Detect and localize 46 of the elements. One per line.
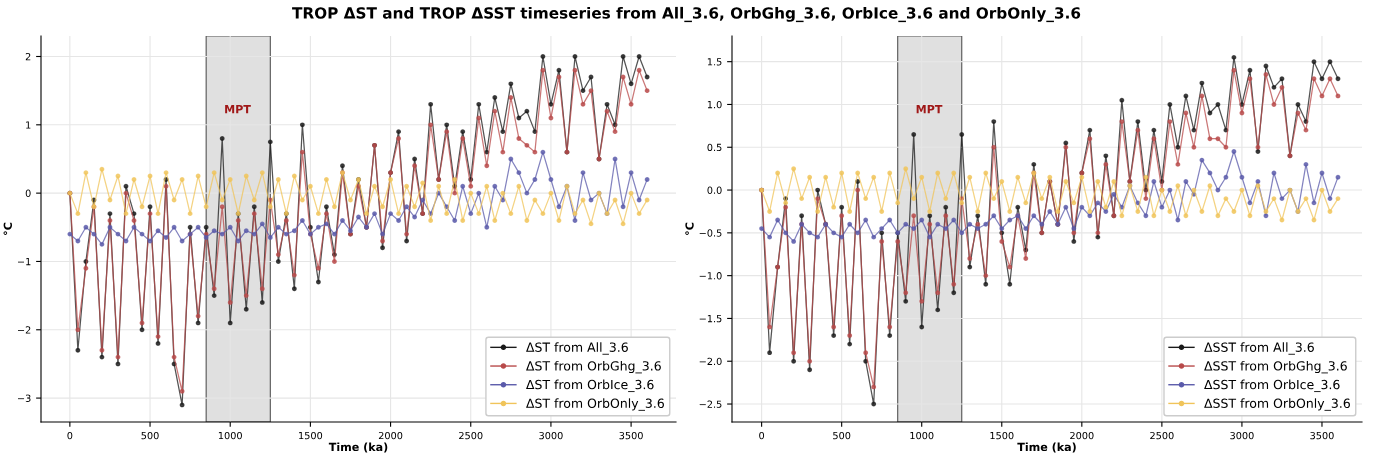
legend-label: ΔSST from OrbIce_3.6 <box>1204 379 1340 393</box>
y-tick-label: 0 <box>25 189 31 197</box>
legend-label: ΔSST from All_3.6 <box>1204 342 1314 355</box>
x-tick-label: 1500 <box>299 431 323 440</box>
x-tick-label: 0 <box>67 431 73 440</box>
x-tick-label: 2500 <box>459 431 483 440</box>
x-tick-label: 2000 <box>378 431 403 440</box>
legend-label: ΔSST from OrbOnly_3.6 <box>1204 398 1350 411</box>
x-tick-label: 3000 <box>1230 431 1254 440</box>
legend-label: ΔST from All_3.6 <box>526 342 628 355</box>
x-tick-label: 500 <box>833 431 851 440</box>
y-tick-label: 1 <box>26 121 31 129</box>
chart-title: TROP ΔST and TROP ΔSST timeseries from All_3.6, OrbGhg_3.6, OrbIce_3.6 and OrbOnly_3.6 <box>292 6 1081 23</box>
y-tick-label: 0.0 <box>707 186 722 194</box>
y-tick-label: 1.0 <box>707 100 722 109</box>
y-tick-label: −2.0 <box>699 357 722 366</box>
y-tick-label: −1 <box>17 258 31 266</box>
y-tick-label: −1.0 <box>699 272 722 280</box>
y-tick-label: 2 <box>25 52 31 61</box>
annotation: MPT <box>225 105 251 114</box>
y-tick-label: 0.5 <box>707 143 722 152</box>
legend-label: ΔSST from OrbGhg_3.6 <box>1204 360 1347 374</box>
x-tick-label: 2500 <box>1150 431 1174 440</box>
legend-label: ΔST from OrbGhg_3.6 <box>526 360 661 374</box>
x-tick-label: 1000 <box>910 431 934 440</box>
y-tick-label: −1.5 <box>699 315 722 323</box>
y-tick-label: −2.5 <box>699 400 722 408</box>
x-tick-label: 0 <box>759 431 765 440</box>
annotation: MPT <box>916 105 943 114</box>
y-tick-label: −2 <box>17 326 31 334</box>
y-tick-label: −3 <box>17 394 31 402</box>
x-tick-label: 500 <box>141 431 159 440</box>
y-axis-title: °C <box>3 222 13 235</box>
x-tick-label: 3500 <box>1310 431 1334 440</box>
legend-label: ΔST from OrbOnly_3.6 <box>526 398 664 411</box>
legend-label: ΔST from OrbIce_3.6 <box>526 379 654 393</box>
x-axis-title: Time (ka) <box>328 442 388 453</box>
y-tick-label: 1.5 <box>707 58 722 66</box>
y-tick-label: −0.5 <box>699 229 722 237</box>
x-axis-title: Time (ka) <box>1017 442 1076 453</box>
x-tick-label: 1500 <box>990 431 1014 440</box>
y-axis-title: °C <box>685 222 694 235</box>
x-tick-label: 3000 <box>539 431 563 440</box>
x-tick-label: 1000 <box>218 431 242 440</box>
x-tick-label: 2000 <box>1070 431 1094 440</box>
x-tick-label: 3500 <box>619 431 643 440</box>
